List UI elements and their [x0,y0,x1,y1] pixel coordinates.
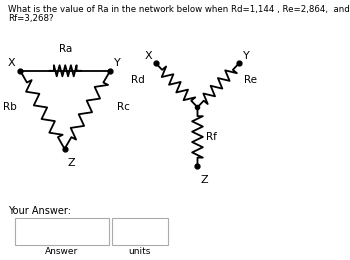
Text: Rb: Rb [3,102,16,112]
Text: Y: Y [114,58,121,68]
Text: X: X [8,58,15,68]
Text: Re: Re [244,75,258,85]
Text: Y: Y [243,51,250,61]
FancyBboxPatch shape [15,218,109,245]
Text: Rc: Rc [117,102,130,112]
Text: X: X [144,51,152,61]
Text: Rf: Rf [205,132,216,142]
Text: Z: Z [67,158,75,168]
Text: Ra: Ra [58,44,72,54]
FancyBboxPatch shape [112,218,168,245]
Text: Rd: Rd [131,75,145,85]
Text: Rf=3,268?: Rf=3,268? [8,14,54,23]
Text: What is the value of Ra in the network below when Rd=1,144 , Re=2,864,  and: What is the value of Ra in the network b… [8,5,350,14]
Text: Answer: Answer [45,246,78,256]
Text: Z: Z [200,175,208,185]
Text: Your Answer:: Your Answer: [8,205,71,216]
Text: units: units [128,246,151,256]
